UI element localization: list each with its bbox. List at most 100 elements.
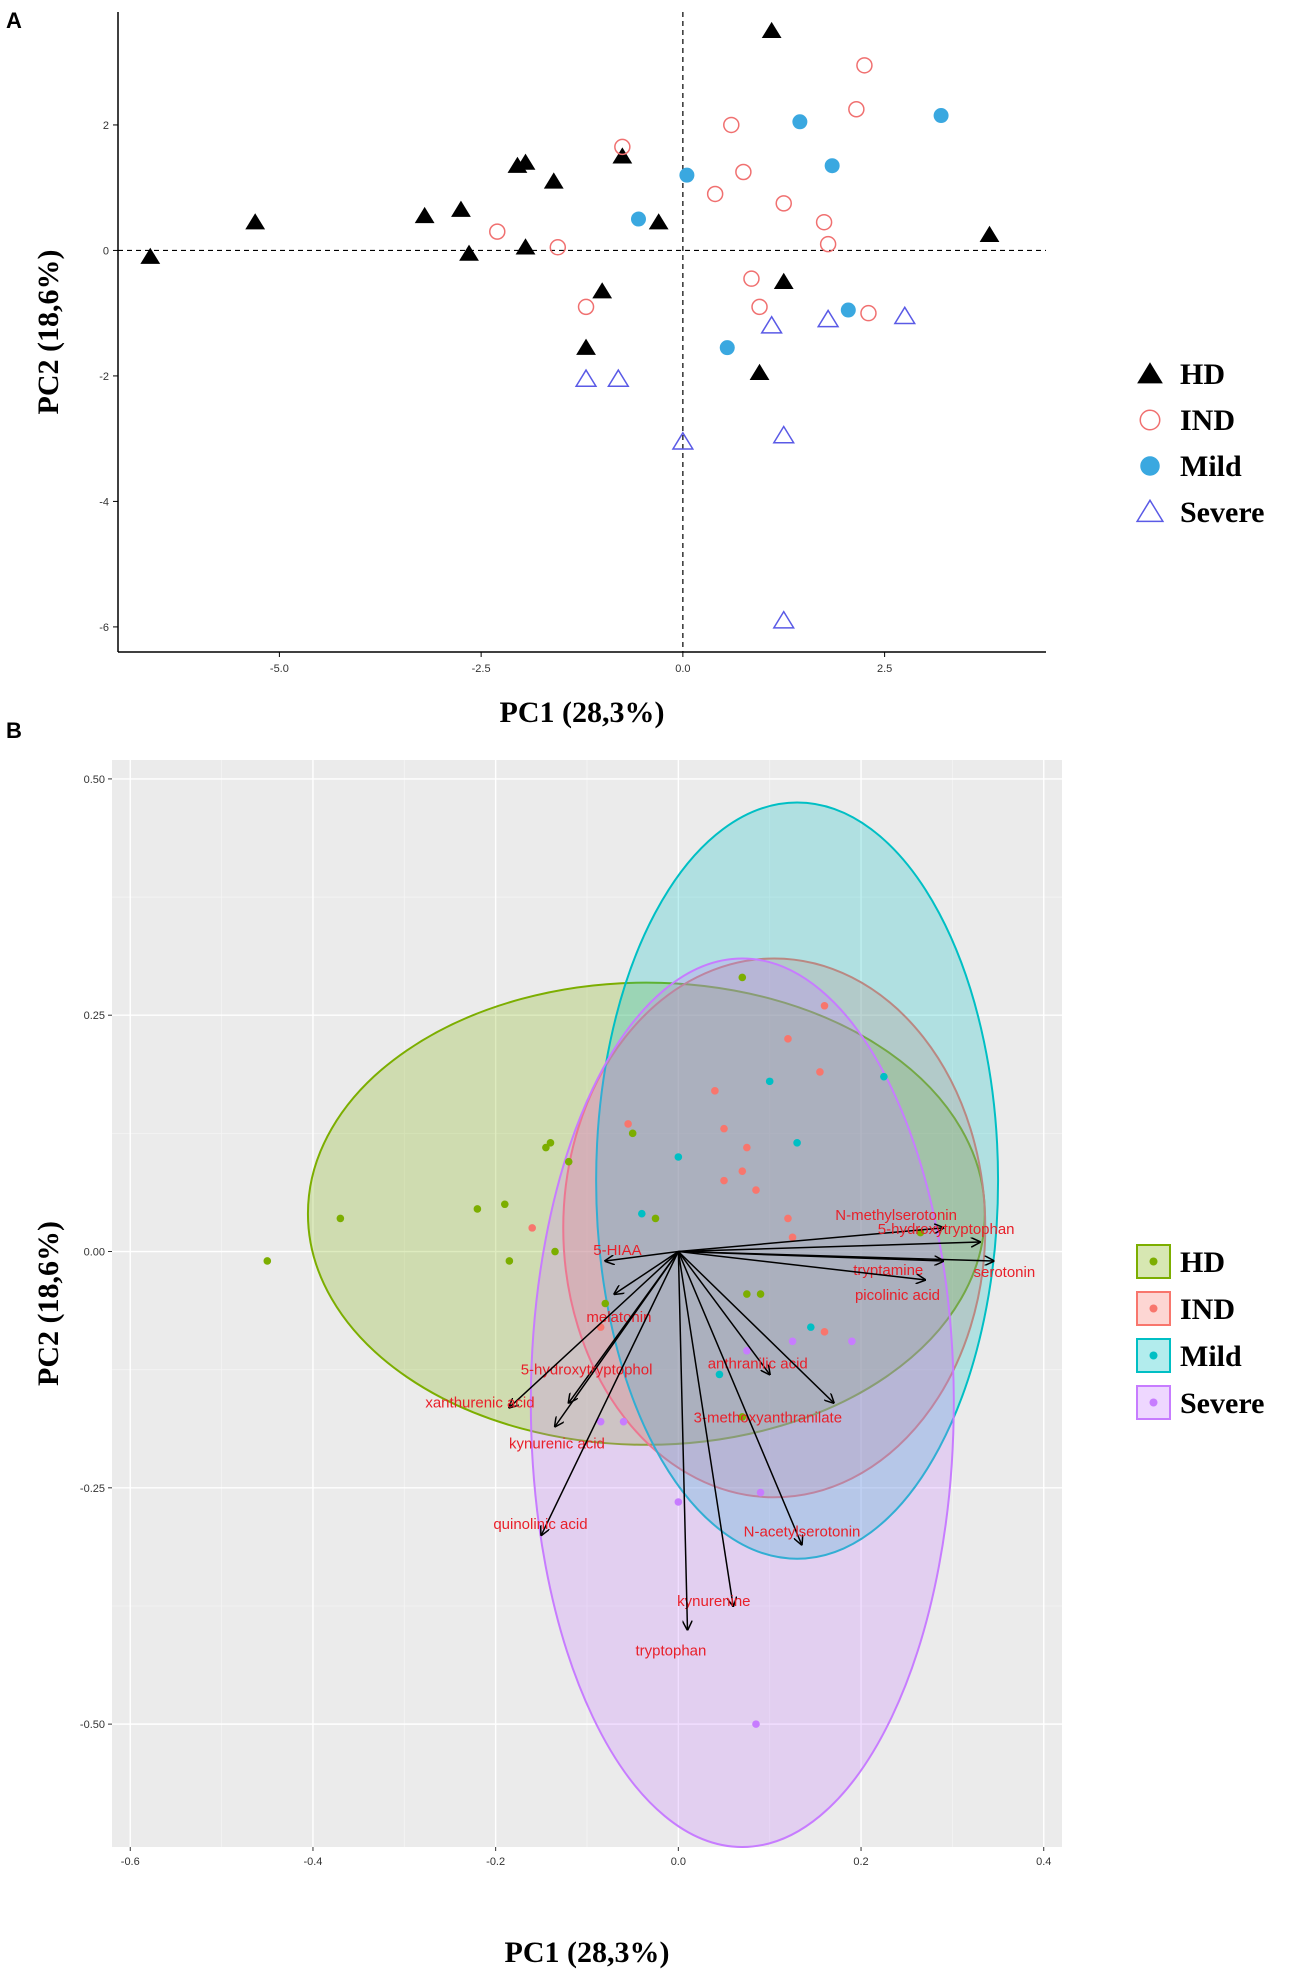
x-tick-label: -0.2 [486, 1856, 505, 1868]
point-severe [788, 1337, 797, 1346]
legend-key-dot-hd [1149, 1257, 1158, 1266]
point-severe [760, 315, 783, 334]
legend-marker-hd [1137, 362, 1163, 384]
legend-key-dot-ind [1149, 1304, 1158, 1313]
loading-label: kynurenine [677, 1593, 750, 1610]
loading-label: quinolinic acid [493, 1516, 587, 1533]
loading-label: kynurenic acid [509, 1435, 605, 1452]
point-ind [720, 1176, 728, 1185]
point-hd [459, 244, 479, 261]
loading-label: 5-hydroxytryptophol [521, 1362, 653, 1379]
loading-label: N-acetylserotonin [744, 1524, 861, 1541]
y-tick-label: -2 [99, 371, 109, 383]
x-tick-label: -2.5 [472, 663, 491, 675]
point-hd [515, 238, 536, 255]
y-tick-label: 2 [103, 120, 109, 132]
point-hd [500, 1200, 509, 1209]
point-ind [614, 138, 631, 156]
point-hd [648, 213, 669, 230]
point-mild [674, 1153, 683, 1161]
point-severe [574, 368, 598, 388]
point-hd [773, 272, 794, 290]
legend-a: HD IND Mild Severe [1135, 358, 1264, 529]
point-mild [933, 108, 949, 124]
loading-arrow [605, 1250, 679, 1261]
loading-arrow [678, 1242, 979, 1253]
point-ind [856, 57, 873, 74]
ellipse-ind [562, 957, 987, 1499]
point-hd [979, 225, 1000, 242]
point-severe [816, 309, 840, 328]
loading-arrow [678, 1250, 993, 1261]
point-ind [820, 1328, 829, 1336]
x-tick-label: -0.4 [303, 1856, 322, 1868]
loading-arrow [614, 1250, 679, 1295]
loading-arrow [677, 1250, 833, 1403]
y-tick-label: 0.50 [84, 774, 105, 786]
point-ind [860, 304, 877, 322]
legend-label-severe: Severe [1180, 1387, 1264, 1420]
point-ind [577, 298, 595, 316]
point-hd [505, 1257, 514, 1265]
point-ind [752, 1186, 760, 1194]
legend-label-hd: HD [1180, 1246, 1225, 1279]
legend-label-ind: IND [1180, 404, 1235, 437]
point-severe [848, 1337, 856, 1346]
point-ind [624, 1120, 632, 1128]
point-hd [263, 1257, 272, 1265]
y-tick-label: 0 [103, 245, 109, 257]
loading-label: 5-hydroxytryptophan [878, 1221, 1015, 1238]
point-mild [824, 158, 840, 174]
point-mild [679, 167, 695, 183]
x-tick-label: 0.0 [671, 1856, 686, 1868]
point-ind [820, 1001, 829, 1010]
loading-arrow [555, 1251, 679, 1427]
point-hd [761, 21, 782, 39]
point-severe [756, 1488, 765, 1497]
x-tick-label: 2.5 [877, 663, 892, 675]
point-hd [551, 1247, 559, 1256]
point-hd [592, 282, 613, 299]
point-ind [720, 1124, 728, 1133]
y-axis-title: PC2 (18,6%) [32, 250, 65, 415]
x-axis-title: PC1 (28,3%) [505, 1936, 670, 1969]
loading-label: tryptamine [853, 1262, 923, 1279]
point-mild [715, 1370, 724, 1379]
loading-arrow [509, 1250, 679, 1408]
point-ind [735, 163, 752, 181]
point-hd [451, 200, 471, 217]
point-hd [756, 1290, 765, 1298]
legend-label-hd: HD [1180, 358, 1225, 391]
y-tick-label: 0.25 [84, 1010, 105, 1022]
legend-key-dot-severe [1149, 1398, 1158, 1407]
point-hd [749, 363, 770, 380]
legend-b: HD IND Mild Severe [1136, 1244, 1264, 1420]
point-ind [743, 1143, 751, 1152]
point-mild [806, 1323, 815, 1331]
point-hd [515, 153, 536, 170]
point-hd [601, 1299, 610, 1308]
point-hd [543, 172, 564, 189]
legend-label-ind: IND [1180, 1293, 1235, 1326]
point-ind [784, 1035, 792, 1043]
point-mild [638, 1209, 646, 1218]
y-tick-label: -4 [99, 496, 109, 508]
point-severe [743, 1346, 751, 1355]
legend-label-mild: Mild [1180, 1340, 1242, 1373]
point-hd [576, 338, 596, 355]
point-hd [738, 1413, 747, 1421]
point-ind [489, 223, 506, 240]
point-ind [706, 185, 724, 203]
point-mild [765, 1077, 774, 1086]
point-mild [630, 211, 646, 227]
point-severe [671, 431, 695, 450]
loading-label: 5-HIAA [593, 1242, 641, 1259]
point-mild [719, 340, 735, 356]
point-severe [772, 610, 795, 629]
loading-arrow [541, 1251, 680, 1536]
x-axis-title: PC1 (28,3%) [500, 696, 665, 729]
panel-a: A -5.0 -2.5 0.0 2.5 2 0 -2 -4 -6 PC1 (28,3%) PC2 (1… [6, 8, 1264, 729]
point-ind [711, 1087, 719, 1095]
loading-arrow [677, 1251, 769, 1375]
